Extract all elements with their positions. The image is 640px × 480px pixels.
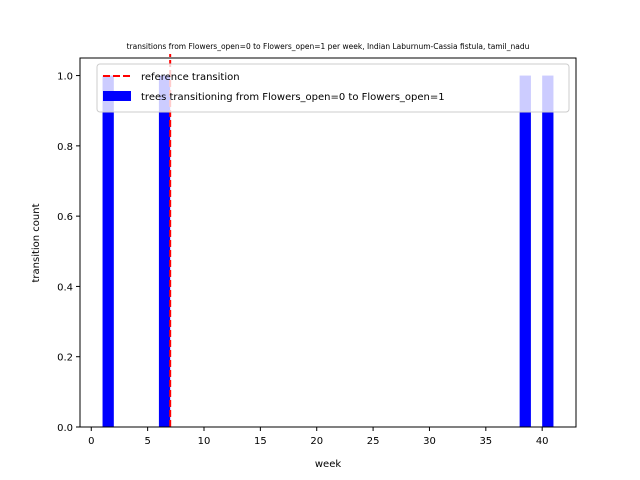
- legend-box: [96, 63, 570, 113]
- legend-reference-label: reference transition: [141, 72, 240, 83]
- axes-group: 0 5 10 15 20 25 30 35 40 0.0 0.2 0.4 0.6 0.8 1.0: [57, 72, 548, 447]
- x-tick-label-20: 20: [310, 436, 323, 447]
- y-axis-label: transition count: [31, 203, 42, 282]
- x-tick-label-10: 10: [198, 436, 211, 447]
- y-tick-label-0: 0.0: [57, 423, 73, 434]
- x-tick-label-30: 30: [423, 436, 436, 447]
- x-tick-label-40: 40: [536, 436, 549, 447]
- y-tick-label-1: 1.0: [57, 72, 73, 83]
- x-tick-label-35: 35: [479, 436, 492, 447]
- bar-week-1.5: [102, 75, 114, 428]
- bar-week-38.5: [519, 75, 531, 428]
- legend-bar-label: trees transitioning from Flowers_open=0 …: [141, 92, 445, 103]
- x-tick-label-15: 15: [254, 436, 267, 447]
- legend: reference transition trees transitioning…: [96, 63, 570, 113]
- y-tick-label-0.8: 0.8: [57, 142, 73, 153]
- bar-week-40.5: [542, 75, 554, 428]
- x-tick-label-0: 0: [88, 436, 94, 447]
- chart-title: transitions from Flowers_open=0 to Flowe…: [127, 42, 530, 51]
- y-tick-label-0.4: 0.4: [57, 282, 73, 293]
- plot-frame: [79, 57, 577, 428]
- x-axis-label: week: [315, 459, 341, 470]
- legend-bar-swatch: [103, 91, 131, 101]
- bars-group: [102, 75, 554, 428]
- y-tick-label-0.2: 0.2: [57, 353, 73, 364]
- x-tick-label-25: 25: [367, 436, 380, 447]
- bar-week-6.5: [158, 75, 171, 428]
- y-tick-label-0.6: 0.6: [57, 212, 73, 223]
- x-tick-label-5: 5: [144, 436, 150, 447]
